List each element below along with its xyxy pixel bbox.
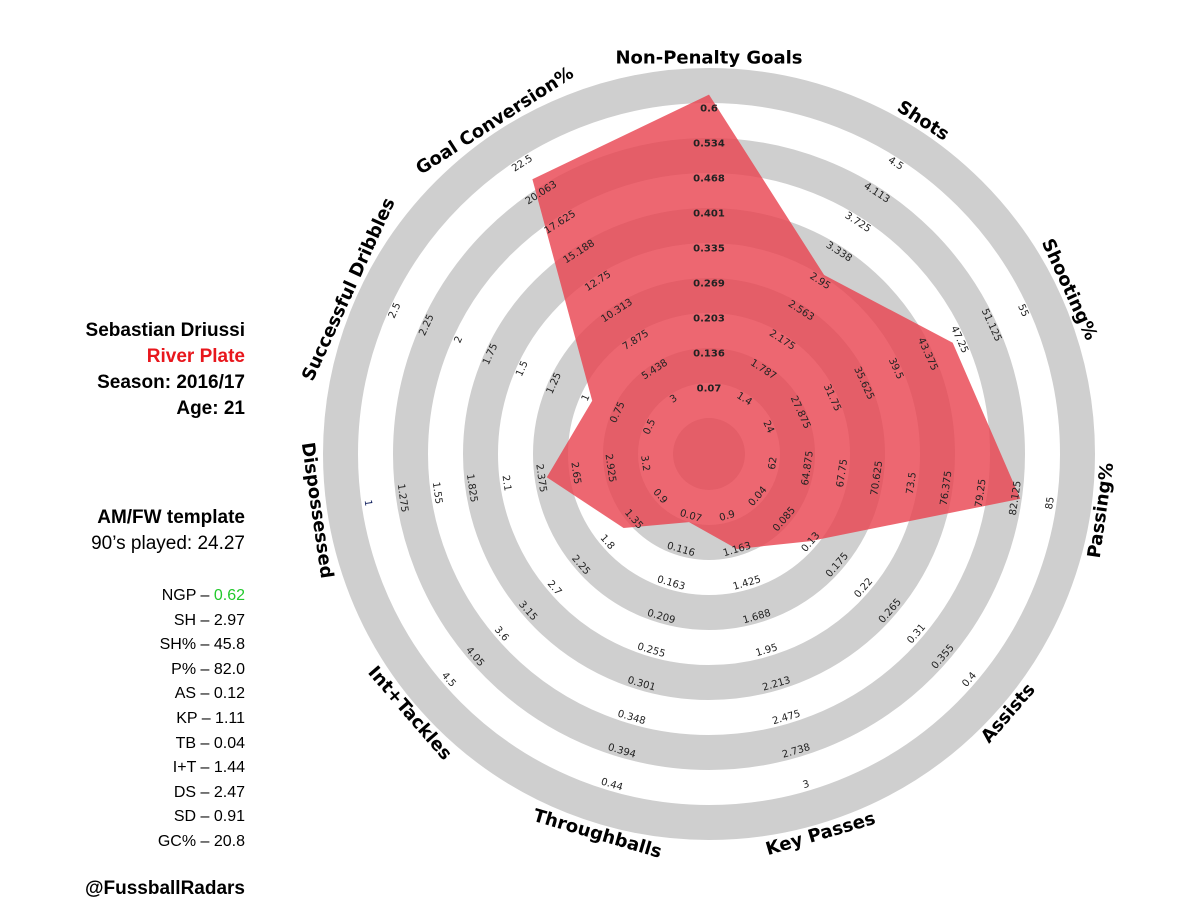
stat-label: SH% – — [159, 636, 214, 654]
player-radar-shape — [532, 94, 1021, 549]
radar-tick-label: 55 — [1015, 303, 1030, 319]
radar-axis-label: Non-Penalty Goals — [615, 48, 802, 69]
radar-tick-label: 76.375 — [939, 470, 955, 506]
stat-value: 0.62 — [213, 587, 245, 604]
radar-tick-label: 2 — [453, 335, 466, 345]
stat-row: AS – 0.12 — [175, 685, 245, 703]
radar-tick-label: 24 — [760, 419, 775, 435]
stat-row: KP – 1.11 — [176, 710, 245, 728]
stat-value: 2.47 — [213, 783, 245, 801]
player-name: Sebastian Driussi — [85, 320, 245, 341]
radar-tick-label: 3.2 — [638, 455, 651, 472]
radar-tick-label: 82.125 — [1008, 480, 1024, 516]
stat-value: 0.04 — [213, 734, 245, 752]
stat-row: SH% – 45.8 — [160, 636, 245, 654]
radar-tick-label: 1.55 — [430, 481, 444, 505]
stat-label: SH – — [173, 611, 214, 629]
radar-tick-label: 0.468 — [693, 174, 725, 185]
radar-tick-label: 3 — [668, 393, 679, 406]
minutes-played: 90’s played: 24.27 — [91, 533, 245, 554]
stat-row: P% – 82.0 — [171, 661, 245, 679]
radar-tick-label: 0.136 — [693, 349, 725, 360]
radar-tick-label: 1.275 — [395, 483, 410, 513]
stat-label: SD – — [173, 808, 214, 826]
stat-label: DS – — [173, 783, 214, 801]
stat-value: 45.8 — [213, 636, 245, 654]
stat-label: KP – — [176, 710, 216, 727]
radar-tick-label: 3 — [802, 779, 811, 791]
stat-label: P% – — [171, 660, 214, 678]
radar-tick-label: 70.625 — [869, 460, 885, 496]
radar-tick-label: 2.925 — [603, 453, 618, 483]
radar-tick-label: 73.5 — [905, 471, 919, 495]
age-label: Age: 21 — [176, 398, 245, 419]
radar-tick-label: 64.875 — [800, 450, 816, 486]
radar-tick-label: 85 — [1044, 496, 1057, 510]
radar-tick-label: 1 — [580, 393, 593, 403]
radar-tick-label: 1 — [362, 499, 374, 507]
club-name: River Plate — [146, 346, 245, 367]
stat-label: NGP – — [161, 587, 214, 604]
stat-row: GC% – 20.8 — [158, 833, 245, 851]
radar-tick-label: 0.534 — [693, 139, 725, 150]
stat-row: TB – 0.04 — [176, 735, 245, 753]
stat-value: 20.8 — [213, 833, 245, 850]
radar-ring — [323, 68, 1095, 840]
stat-row: SH – 2.97 — [174, 612, 245, 630]
stat-row: I+T – 1.44 — [173, 759, 245, 777]
stat-label: I+T – — [172, 759, 214, 777]
stat-label: TB – — [175, 734, 214, 752]
season-label: Season: 2016/17 — [97, 372, 245, 393]
radar-tick-label: 1.825 — [464, 473, 479, 503]
radar-tick-label: 0.203 — [693, 314, 725, 325]
stat-row: SD – 0.91 — [174, 808, 245, 826]
radar-tick-label: 0.9 — [718, 509, 736, 524]
stat-value: 2.97 — [213, 611, 245, 629]
radar-tick-label: 2.375 — [533, 463, 548, 493]
stat-value: 0.91 — [213, 808, 245, 826]
player-info-panel: Sebastian Driussi River Plate Season: 20… — [0, 0, 245, 910]
stat-value: 1.44 — [213, 759, 245, 777]
radar-tick-label: 0.6 — [700, 104, 718, 115]
radar-tick-label: 79.25 — [974, 478, 989, 508]
stat-value: 82.0 — [213, 660, 245, 678]
stat-row: DS – 2.47 — [174, 784, 245, 802]
credit-handle: @FussballRadars — [84, 878, 245, 899]
radar-tick-label: 0.401 — [693, 209, 725, 220]
radar-tick-label: 67.75 — [835, 458, 850, 488]
radar-tick-label: 0.07 — [697, 384, 722, 395]
radar-tick-label: 0.269 — [693, 279, 725, 290]
template-label: AM/FW template — [97, 507, 245, 528]
stat-label: AS – — [174, 685, 214, 703]
radar-tick-label: 2.1 — [500, 475, 513, 492]
radar-tick-label: 2.65 — [568, 461, 582, 485]
stat-value: 1.11 — [215, 710, 245, 727]
radar-tick-label: 62 — [767, 456, 780, 470]
radar-tick-label: 0.335 — [693, 244, 725, 255]
stat-row: NGP – 0.62 — [162, 587, 245, 605]
stat-value: 0.12 — [213, 685, 245, 703]
stat-label: GC% – — [157, 833, 214, 850]
